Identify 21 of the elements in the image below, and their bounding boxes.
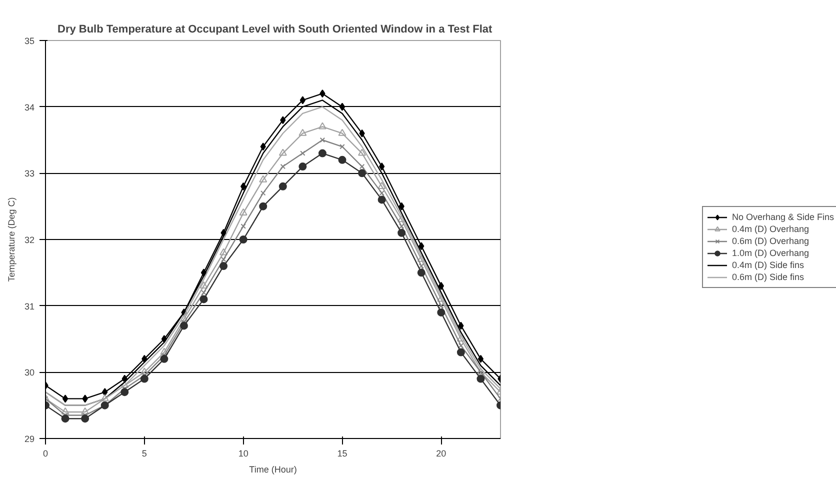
legend-label: 0.4m (D) Overhang — [732, 223, 810, 235]
x-tick-label: 0 — [42, 448, 48, 458]
x-axis-title: Time (Hour) — [249, 464, 297, 474]
y-tick-label: 30 — [24, 368, 35, 378]
legend-label: 0.4m (D) Side fins — [732, 259, 804, 271]
x-tick-label: 10 — [238, 448, 248, 458]
legend-label: 0.6m (D) Side fins — [732, 271, 804, 283]
y-tick-label: 31 — [24, 301, 35, 312]
x-tick-label: 20 — [436, 448, 446, 458]
x-tick-label: 5 — [142, 448, 147, 458]
legend-label: No Overhang & Side Fins — [732, 211, 834, 223]
legend-label: 1.0m (D) Overhang — [732, 247, 810, 259]
x-tick-label: 15 — [337, 448, 348, 458]
y-tick-label: 33 — [24, 168, 35, 179]
y-tick-label: 34 — [24, 102, 35, 112]
legend-label: 0.6m (D) Overhang — [732, 235, 810, 247]
chart-title: Dry Bulb Temperature at Occupant Level with South Oriented Window in a Test Flat — [58, 24, 492, 36]
y-axis-title: Temperature (Deg C) — [6, 197, 16, 282]
y-tick-label: 35 — [24, 36, 35, 46]
y-tick-label: 29 — [24, 434, 35, 444]
y-tick-label: 32 — [24, 235, 35, 245]
